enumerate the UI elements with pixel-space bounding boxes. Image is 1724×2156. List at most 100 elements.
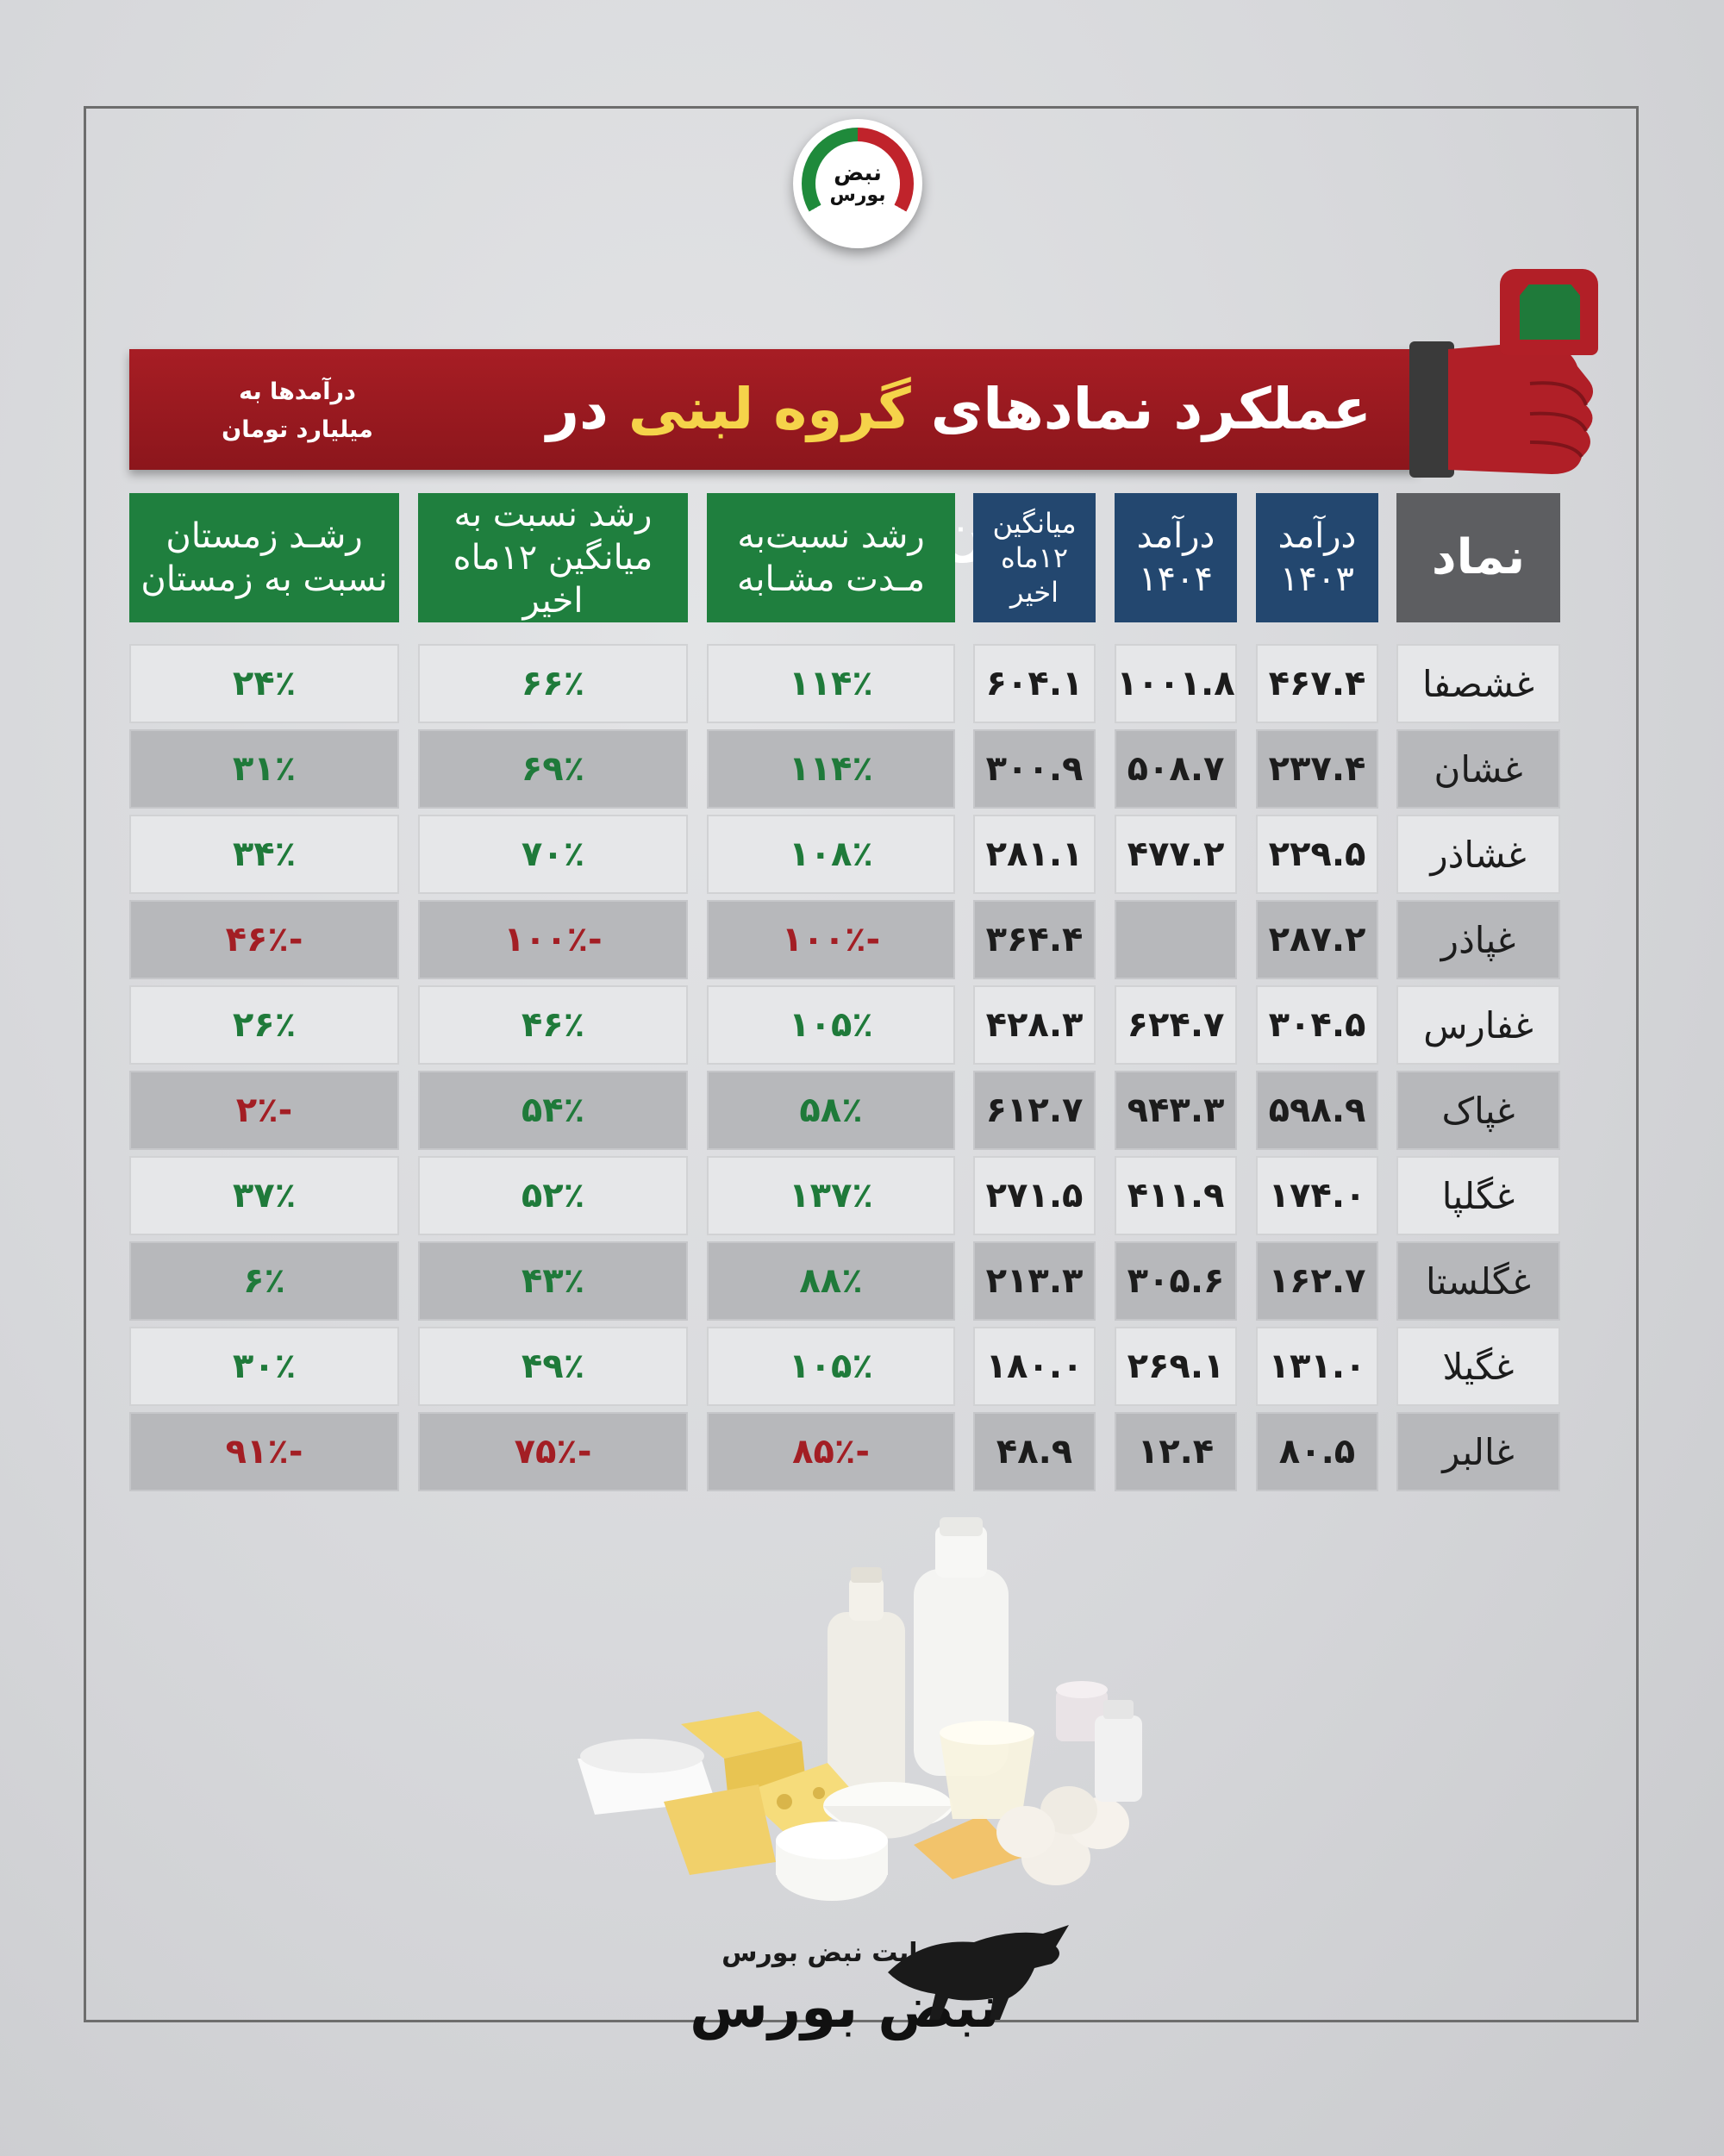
table-cell-growth-avg: ۴۹٪ bbox=[418, 1327, 688, 1406]
cell-value-growth-winter: ۶٪ bbox=[243, 1261, 285, 1301]
table-cell-symbol: غشان bbox=[1396, 729, 1560, 809]
cell-value-growth-same: -۱۰۰٪ bbox=[781, 920, 881, 959]
title-part1: عملکرد نمادهای bbox=[930, 376, 1371, 442]
cell-value-avg: ۴۸.۹ bbox=[996, 1432, 1073, 1472]
table-cell-growth-winter: -۹۱٪ bbox=[129, 1412, 399, 1491]
dairy-products-illustration bbox=[578, 1517, 1142, 1901]
table-cell-symbol: غشصفا bbox=[1396, 644, 1560, 723]
cell-value-growth-avg: ۴۳٪ bbox=[521, 1261, 585, 1301]
cell-value-avg: ۴۲۸.۳ bbox=[985, 1005, 1084, 1045]
cell-value-rev1404: ۳۰۵.۶ bbox=[1127, 1261, 1225, 1301]
table-cell-rev1403: ۱۷۴.۰ bbox=[1256, 1156, 1378, 1235]
cell-value-growth-avg: -۱۰۰٪ bbox=[503, 920, 603, 959]
cell-value-growth-winter: ۲۶٪ bbox=[232, 1005, 297, 1045]
cell-value-symbol: غالبر bbox=[1442, 1430, 1515, 1473]
cell-value-avg: ۲۷۱.۵ bbox=[985, 1176, 1084, 1215]
table-cell-growth-same: ۱۳۷٪ bbox=[707, 1156, 955, 1235]
cell-value-symbol: غگلپا bbox=[1441, 1174, 1515, 1217]
table-cell-avg: ۲۸۱.۱ bbox=[973, 815, 1096, 894]
cell-value-rev1404: ۱۲.۴ bbox=[1137, 1432, 1215, 1472]
cell-value-growth-winter: ۲۴٪ bbox=[232, 664, 297, 703]
header-revenue-1403-line2: ۱۴۰۳ bbox=[1280, 559, 1354, 599]
cell-value-avg: ۳۶۴.۴ bbox=[985, 920, 1084, 959]
cell-value-symbol: غشاذر bbox=[1430, 833, 1527, 876]
cell-value-growth-winter: ۳۱٪ bbox=[232, 749, 297, 789]
table-cell-growth-same: ۱۰۵٪ bbox=[707, 985, 955, 1065]
units-note-line2: میلیارد تومان bbox=[222, 416, 373, 443]
cell-value-growth-winter: -۴۶٪ bbox=[225, 920, 303, 959]
cell-value-growth-avg: -۷۵٪ bbox=[514, 1432, 592, 1472]
cell-value-rev1403: ۲۸۷.۲ bbox=[1268, 920, 1366, 959]
header-growth-winter-line2: نسبت به زمستان bbox=[141, 559, 388, 599]
table-cell-rev1403: ۲۸۷.۲ bbox=[1256, 900, 1378, 979]
table-cell-rev1403: ۳۰۴.۵ bbox=[1256, 985, 1378, 1065]
table-cell-growth-avg: ۷۰٪ bbox=[418, 815, 688, 894]
table-cell-rev1403: ۱۳۱.۰ bbox=[1256, 1327, 1378, 1406]
header-revenue-1403-line1: درآمد bbox=[1277, 516, 1357, 556]
cell-value-growth-winter: ۳۷٪ bbox=[232, 1176, 297, 1215]
cell-value-growth-avg: ۶۹٪ bbox=[521, 749, 585, 789]
table-cell-growth-same: ۸۸٪ bbox=[707, 1241, 955, 1321]
table-cell-growth-avg: ۴۳٪ bbox=[418, 1241, 688, 1321]
fist-icon bbox=[1448, 342, 1594, 474]
header-growth-winter-line1: رشـد زمستان bbox=[166, 516, 363, 556]
table-cell-growth-winter: ۲۴٪ bbox=[129, 644, 399, 723]
cell-value-rev1404: ۱۰۰۱.۸ bbox=[1116, 664, 1235, 703]
cell-value-growth-avg: ۵۴٪ bbox=[521, 1090, 585, 1130]
cell-value-growth-avg: ۵۲٪ bbox=[521, 1176, 585, 1215]
table-cell-rev1404: ۳۰۵.۶ bbox=[1115, 1241, 1237, 1321]
cell-value-avg: ۱۸۰.۰ bbox=[985, 1347, 1084, 1386]
header-growth-avg-line1: رشد نسبت به bbox=[453, 495, 653, 534]
cell-value-avg: ۳۰۰.۹ bbox=[985, 749, 1084, 789]
cell-value-rev1403: ۳۰۴.۵ bbox=[1268, 1005, 1366, 1045]
table-cell-rev1403: ۲۲۹.۵ bbox=[1256, 815, 1378, 894]
cell-value-growth-same: ۱۱۴٪ bbox=[789, 749, 873, 789]
logo-line1: نبض bbox=[834, 159, 882, 186]
page-title: عملکرد نمادهای گروه لبنی در بهمن ماه bbox=[500, 349, 1418, 563]
cell-value-symbol: غشان bbox=[1434, 747, 1523, 791]
cell-value-rev1404: ۴۷۷.۲ bbox=[1127, 834, 1225, 874]
header-symbol: نماد bbox=[1396, 493, 1560, 622]
table-cell-rev1404: ۵۰۸.۷ bbox=[1115, 729, 1237, 809]
cell-value-avg: ۲۱۳.۳ bbox=[985, 1261, 1084, 1301]
table-cell-growth-winter: ۲۶٪ bbox=[129, 985, 399, 1065]
cell-value-rev1403: ۱۶۲.۷ bbox=[1268, 1261, 1366, 1301]
header-revenue-1404-line1: درآمد bbox=[1136, 516, 1215, 556]
table-cell-avg: ۲۷۱.۵ bbox=[973, 1156, 1096, 1235]
brand-logo: نبض بورس bbox=[793, 119, 922, 248]
table-cell-symbol: غپاک bbox=[1396, 1071, 1560, 1150]
cell-value-rev1403: ۵۹۸.۹ bbox=[1268, 1090, 1366, 1130]
cell-value-growth-avg: ۴۹٪ bbox=[521, 1347, 585, 1386]
table-cell-avg: ۶۰۴.۱ bbox=[973, 644, 1096, 723]
cell-value-rev1404: ۵۰۸.۷ bbox=[1127, 749, 1225, 789]
header-growth-same-period: رشد نسبت‌به مـدت مشـابه bbox=[707, 493, 955, 622]
table-cell-growth-same: -۱۰۰٪ bbox=[707, 900, 955, 979]
page-frame bbox=[84, 106, 1639, 2022]
cell-value-rev1403: ۲۲۹.۵ bbox=[1268, 834, 1366, 874]
table-cell-avg: ۲۱۳.۳ bbox=[973, 1241, 1096, 1321]
bull-icon bbox=[888, 1925, 1069, 2020]
table-cell-growth-winter: ۳۴٪ bbox=[129, 815, 399, 894]
table-cell-growth-winter: ۳۰٪ bbox=[129, 1327, 399, 1406]
cell-value-growth-winter: -۲٪ bbox=[235, 1090, 293, 1130]
table-cell-symbol: غالبر bbox=[1396, 1412, 1560, 1491]
cell-value-avg: ۲۸۱.۱ bbox=[985, 834, 1084, 874]
cell-value-growth-avg: ۷۰٪ bbox=[521, 834, 585, 874]
table-cell-avg: ۱۸۰.۰ bbox=[973, 1327, 1096, 1406]
cell-value-rev1404: ۹۴۳.۳ bbox=[1127, 1090, 1225, 1130]
cell-value-growth-same: ۱۱۴٪ bbox=[789, 664, 873, 703]
table-cell-avg: ۶۱۲.۷ bbox=[973, 1071, 1096, 1150]
cell-value-growth-same: ۱۳۷٪ bbox=[789, 1176, 873, 1215]
header-average-line2: ۱۲ماه اخیر bbox=[1000, 541, 1069, 609]
header-growth-vs-average: رشد نسبت به میانگین ۱۲ماه اخیر bbox=[418, 493, 688, 622]
table-cell-symbol: غگیلا bbox=[1396, 1327, 1560, 1406]
cell-value-growth-avg: ۴۶٪ bbox=[521, 1005, 585, 1045]
table-cell-growth-same: ۵۸٪ bbox=[707, 1071, 955, 1150]
title-highlight: گروه لبنی bbox=[628, 376, 911, 442]
table-cell-growth-same: ۱۰۸٪ bbox=[707, 815, 955, 894]
header-growth-same-line1: رشد نسبت‌به bbox=[737, 516, 925, 556]
header-average-12m: میانگین ۱۲ماه اخیر bbox=[973, 493, 1096, 622]
table-cell-growth-winter: ۳۱٪ bbox=[129, 729, 399, 809]
table-cell-growth-avg: ۴۶٪ bbox=[418, 985, 688, 1065]
table-cell-rev1404: ۴۱۱.۹ bbox=[1115, 1156, 1237, 1235]
